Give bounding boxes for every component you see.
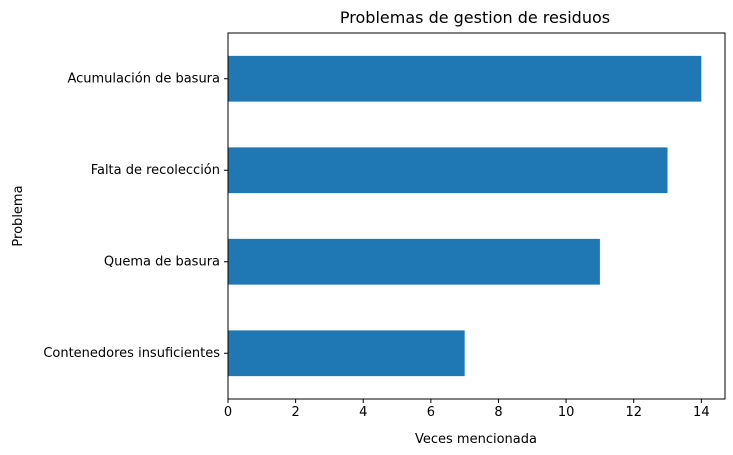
y-tick-label: Acumulación de basura	[67, 71, 220, 86]
x-tick-label: 0	[224, 405, 232, 420]
y-tick-label: Quema de basura	[104, 254, 220, 269]
bars-group	[228, 55, 702, 377]
y-axis-label: Problema	[11, 185, 26, 246]
bar	[228, 147, 668, 194]
x-tick-label: 8	[494, 405, 502, 420]
y-tick-label: Contenedores insuficientes	[43, 346, 220, 361]
bar	[228, 330, 465, 377]
plot-frame	[227, 32, 726, 400]
x-tick-label: 12	[625, 405, 642, 420]
x-axis-ticks: 0 2 4 6 8 10 12 14	[224, 399, 710, 420]
bar	[228, 55, 702, 102]
x-tick-label: 2	[291, 405, 299, 420]
bar	[228, 238, 600, 285]
x-tick-label: 14	[693, 405, 710, 420]
chart-title: Problemas de gestion de residuos	[340, 8, 610, 27]
y-axis-ticks: Acumulación de basura Falta de recolecció…	[43, 71, 228, 361]
x-tick-label: 10	[558, 405, 575, 420]
x-tick-label: 6	[427, 405, 435, 420]
x-tick-label: 4	[359, 405, 367, 420]
x-axis-label: Veces mencionada	[415, 432, 537, 447]
y-tick-label: Falta de recolección	[91, 163, 220, 178]
